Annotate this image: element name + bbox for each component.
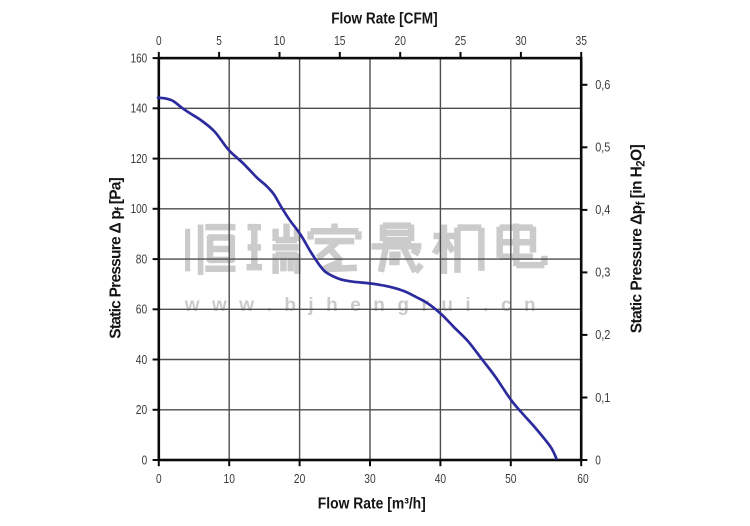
svg-text:10: 10 [274, 34, 285, 48]
svg-text:0,1: 0,1 [595, 391, 610, 405]
svg-text:0,5: 0,5 [595, 141, 610, 155]
svg-text:0: 0 [142, 453, 148, 467]
svg-text:160: 160 [131, 51, 148, 65]
svg-text:30: 30 [515, 34, 526, 48]
svg-text:20: 20 [395, 34, 406, 48]
svg-text:0: 0 [595, 453, 601, 467]
svg-text:40: 40 [136, 353, 147, 367]
svg-text:0: 0 [156, 34, 162, 48]
svg-text:w w w . b j h e n g r u i . c: w w w . b j h e n g r u i . c n [184, 295, 539, 316]
svg-text:50: 50 [505, 472, 516, 486]
svg-text:0,6: 0,6 [595, 78, 610, 92]
svg-text:20: 20 [136, 403, 147, 417]
svg-text:25: 25 [455, 34, 466, 48]
svg-text:120: 120 [131, 152, 148, 166]
svg-text:Flow Rate [m³/h]: Flow Rate [m³/h] [318, 496, 426, 513]
svg-text:0: 0 [156, 472, 162, 486]
svg-text:60: 60 [136, 303, 147, 317]
svg-text:0,3: 0,3 [595, 266, 610, 280]
svg-text:35: 35 [576, 34, 587, 48]
svg-text:100: 100 [131, 202, 148, 216]
svg-text:80: 80 [136, 252, 147, 266]
svg-text:15: 15 [334, 34, 345, 48]
svg-text:140: 140 [131, 102, 148, 116]
svg-text:5: 5 [216, 34, 222, 48]
svg-text:60: 60 [577, 472, 588, 486]
svg-text:0,4: 0,4 [595, 203, 610, 217]
svg-text:Flow Rate [CFM]: Flow Rate [CFM] [331, 11, 437, 28]
svg-text:30: 30 [364, 472, 375, 486]
svg-text:20: 20 [294, 472, 305, 486]
svg-text:0,2: 0,2 [595, 328, 610, 342]
svg-text:10: 10 [224, 472, 235, 486]
svg-text:Static Pressure Δ pf [Pa]: Static Pressure Δ pf [Pa] [108, 177, 127, 338]
svg-text:Static Pressure Δpf [in H2O]: Static Pressure Δpf [in H2O] [629, 144, 648, 333]
svg-text:40: 40 [435, 472, 446, 486]
